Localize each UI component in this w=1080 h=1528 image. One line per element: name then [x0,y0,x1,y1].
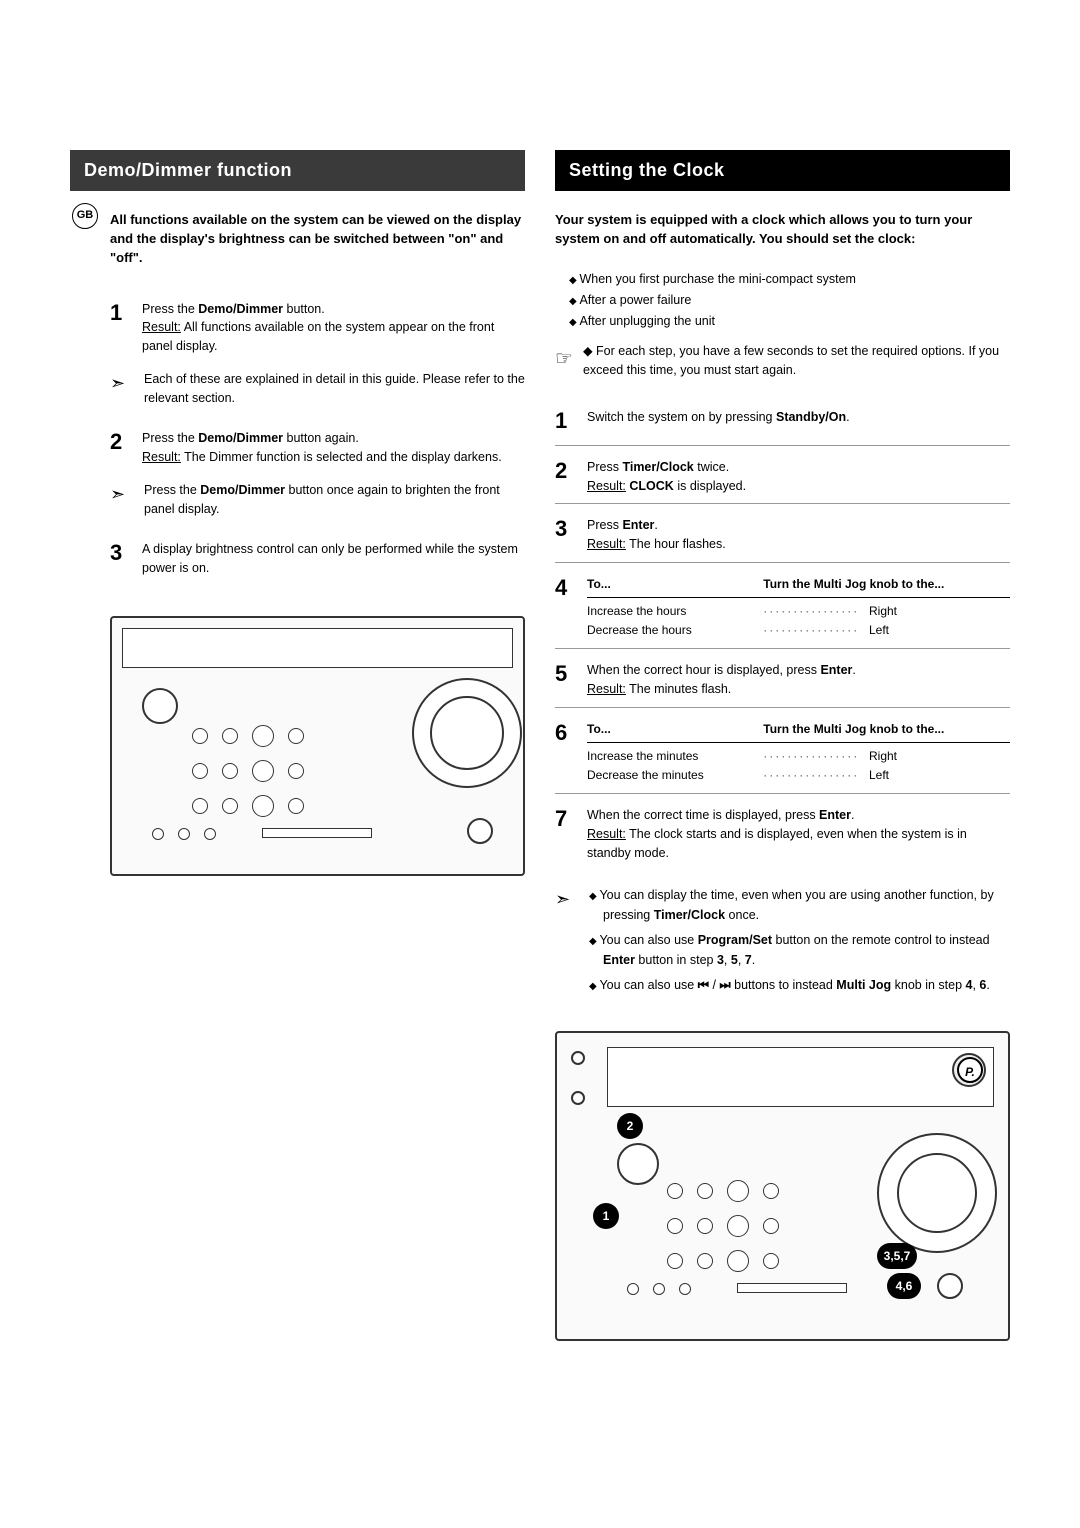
callout-46: 4,6 [887,1273,921,1299]
when-to-set-list: When you first purchase the mini-compact… [555,269,1010,333]
clock-step: 4To...Turn the Multi Jog knob to the...I… [555,562,1010,648]
tip-item: You can display the time, even when you … [589,886,1010,925]
tip-item: You can also use Program/Set button on t… [589,931,1010,970]
demo-steps-2: 2 Press the Demo/Dimmer button again.Res… [70,417,525,475]
step-number: 1 [110,296,128,356]
pointer-icon: ➣ [110,481,134,519]
demo-steps: 1 Press the Demo/Dimmer button.Result: A… [70,288,525,364]
step-number: 2 [110,425,128,467]
clock-step: 1 Switch the system on by pressing Standb… [555,396,1010,445]
step-1: 1 Press the Demo/Dimmer button.Result: A… [110,288,525,364]
clock-steps: 1 Switch the system on by pressing Standb… [555,396,1010,871]
callout-2: 2 [617,1113,643,1139]
pointer-icon: ➣ [555,886,579,1001]
step-number: 3 [110,536,128,578]
clock-step: 2 Press Timer/Clock twice.Result: CLOCK i… [555,445,1010,504]
step-body: Press the Demo/Dimmer button.Result: All… [142,296,525,356]
page-content: Demo/Dimmer function All functions avail… [0,0,1080,1381]
clock-step: 6To...Turn the Multi Jog knob to the...I… [555,707,1010,793]
when-item: After unplugging the unit [569,311,1010,332]
clock-step: 5 When the correct hour is displayed, pre… [555,648,1010,707]
step-body: When the correct time is displayed, pres… [587,802,1010,862]
note-text: ◆ For each step, you have a few seconds … [583,342,1010,380]
pointer-note-1: ➣ Each of these are explained in detail … [70,364,525,418]
demo-steps-3: 3 A display brightness control can only … [70,528,525,586]
device-diagram-left [110,616,525,876]
demo-dimmer-intro: All functions available on the system ca… [70,211,525,268]
step-body: Switch the system on by pressing Standby… [587,404,1010,437]
step-body: Press the Demo/Dimmer button again.Resul… [142,425,525,467]
step-body: To...Turn the Multi Jog knob to the...In… [587,716,1010,785]
callout-357: 3,5,7 [877,1243,917,1269]
step-body: Press Enter.Result: The hour flashes. [587,512,1010,554]
step-number: 6 [555,716,573,785]
region-badge: GB [72,203,98,229]
step-number: 5 [555,657,573,699]
step-number: 2 [555,454,573,496]
step-body: To...Turn the Multi Jog knob to the...In… [587,571,1010,640]
pointer-text: Press the Demo/Dimmer button once again … [144,481,525,519]
step-number: 7 [555,802,573,862]
when-item: When you first purchase the mini-compact… [569,269,1010,290]
step-number: 4 [555,571,573,640]
clock-step: 7When the correct time is displayed, pre… [555,793,1010,870]
pointer-note-2: ➣ Press the Demo/Dimmer button once agai… [70,475,525,529]
clock-step: 3 Press Enter.Result: The hour flashes. [555,503,1010,562]
left-column: Demo/Dimmer function All functions avail… [70,150,525,1341]
hand-point-icon: ☞ [555,342,573,380]
pointer-icon: ➣ [110,370,134,408]
tips-list: You can display the time, even when you … [589,886,1010,1001]
clock-intro: Your system is equipped with a clock whi… [555,211,1010,249]
device-diagram-right: 1 2 P. 3,5,7 4,6 [555,1031,1010,1341]
setting-clock-heading: Setting the Clock [555,150,1010,191]
callout-1: 1 [593,1203,619,1229]
step-body: A display brightness control can only be… [142,536,525,578]
pointer-text: Each of these are explained in detail in… [144,370,525,408]
step-body: Press Timer/Clock twice.Result: CLOCK is… [587,454,1010,496]
when-item: After a power failure [569,290,1010,311]
step-2: 2 Press the Demo/Dimmer button again.Res… [110,417,525,475]
tip-item: You can also use ⏮ / ⏭ buttons to instea… [589,976,1010,995]
right-column: Setting the Clock Your system is equippe… [555,150,1010,1341]
step-number: 1 [555,404,573,437]
tips-block: ➣ You can display the time, even when yo… [555,880,1010,1011]
step-body: When the correct hour is displayed, pres… [587,657,1010,699]
step-3: 3 A display brightness control can only … [110,528,525,586]
timing-note: ☞ ◆ For each step, you have a few second… [555,342,1010,380]
demo-dimmer-heading: Demo/Dimmer function [70,150,525,191]
step-number: 3 [555,512,573,554]
